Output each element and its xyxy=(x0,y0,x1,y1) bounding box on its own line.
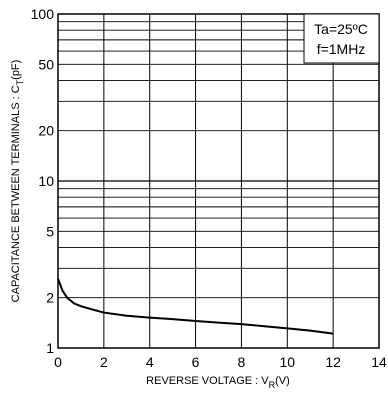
y-tick-labels: 1 2 5 10 20 50 100 xyxy=(31,6,55,356)
y-tick-label: 2 xyxy=(46,290,54,306)
annotation-temperature: Ta=25ºC xyxy=(314,21,368,37)
annotation-box xyxy=(303,13,380,64)
y-tick-label: 10 xyxy=(38,173,54,189)
x-tick-label: 10 xyxy=(279,354,295,370)
x-tick-label: 4 xyxy=(146,354,154,370)
y-tick-label: 5 xyxy=(46,223,54,239)
annotation-frequency: f=1MHz xyxy=(317,41,366,57)
x-tick-label: 2 xyxy=(100,354,108,370)
plot-area xyxy=(57,13,380,349)
y-tick-label: 100 xyxy=(31,6,55,22)
y-tick-label: 20 xyxy=(38,123,54,139)
y-axis-label: CAPACITANCE BETWEEN TERMINALS : CT(pF) xyxy=(10,60,25,303)
x-axis-label: REVERSE VOLTAGE : VR(V) xyxy=(146,375,290,390)
x-tick-label: 12 xyxy=(325,354,341,370)
x-tick-label: 8 xyxy=(238,354,246,370)
series-line xyxy=(57,278,334,335)
y-tick-label: 1 xyxy=(46,340,54,356)
grid xyxy=(58,14,379,348)
x-tick-labels: 0 2 4 6 8 10 12 14 xyxy=(54,354,387,370)
x-tick-label: 14 xyxy=(371,354,387,370)
y-tick-label: 50 xyxy=(38,56,54,72)
x-tick-label: 6 xyxy=(192,354,200,370)
x-tick-label: 0 xyxy=(54,354,62,370)
